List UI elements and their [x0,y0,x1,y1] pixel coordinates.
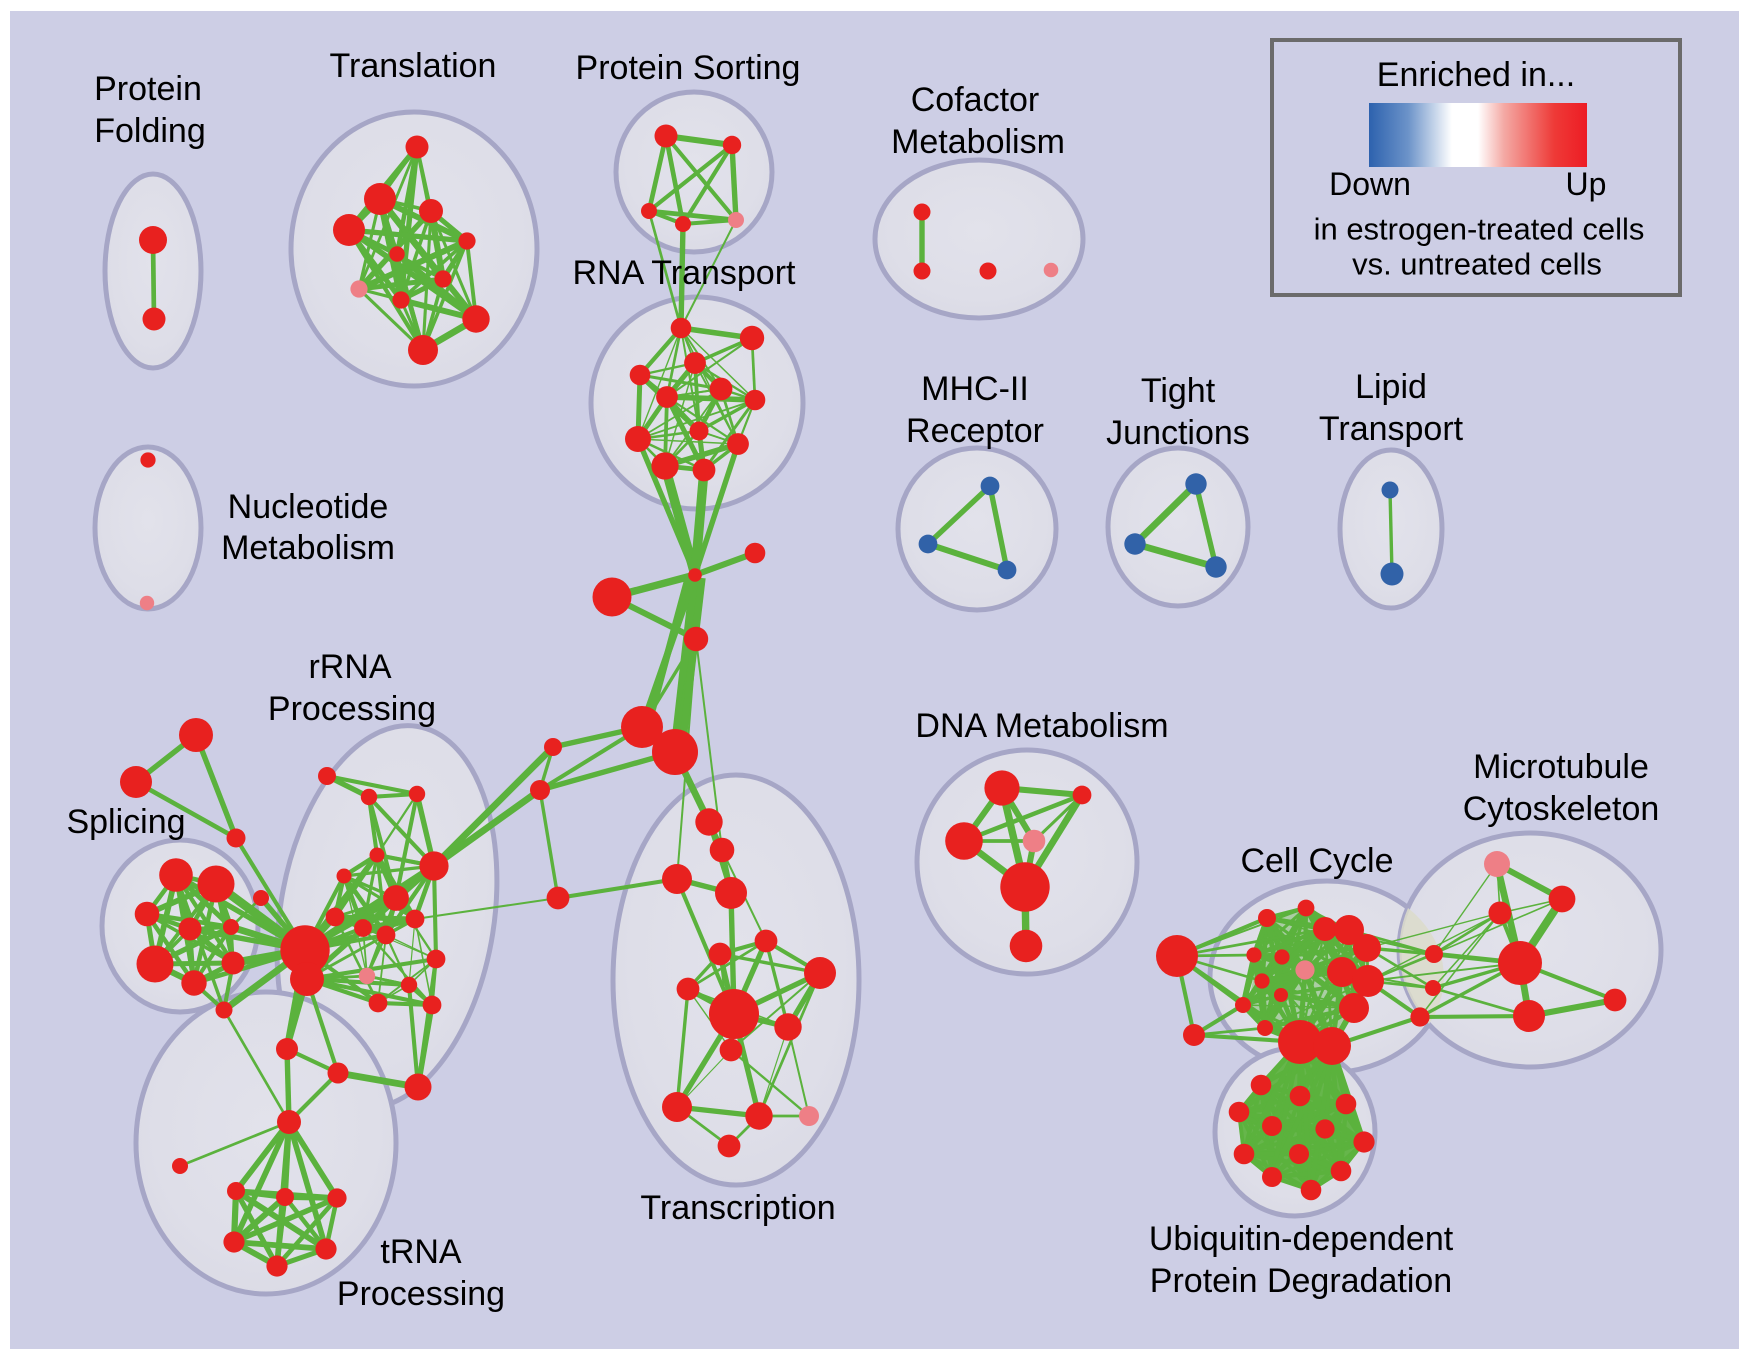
svg-text:Lipid: Lipid [1355,368,1427,406]
svg-text:Processing: Processing [268,690,436,728]
svg-text:Processing: Processing [337,1275,505,1313]
svg-text:Enriched in...: Enriched in... [1377,56,1575,94]
svg-text:tRNA: tRNA [380,1233,462,1271]
svg-text:Tight: Tight [1141,372,1216,410]
svg-text:Protein Degradation: Protein Degradation [1150,1262,1452,1300]
svg-text:Protein: Protein [94,70,202,108]
svg-text:Cofactor: Cofactor [911,81,1040,119]
svg-text:Up: Up [1566,166,1607,202]
svg-text:vs. untreated cells: vs. untreated cells [1352,247,1602,282]
svg-text:in estrogen-treated cells: in estrogen-treated cells [1314,212,1645,247]
svg-text:DNA Metabolism: DNA Metabolism [915,707,1168,745]
svg-text:Ubiquitin-dependent: Ubiquitin-dependent [1149,1220,1454,1258]
svg-text:Junctions: Junctions [1106,414,1250,452]
svg-text:MHC-II: MHC-II [921,370,1029,408]
svg-text:Cell Cycle: Cell Cycle [1240,842,1393,880]
svg-text:Metabolism: Metabolism [221,529,395,567]
svg-text:Down: Down [1329,166,1411,202]
svg-text:Transcription: Transcription [640,1189,835,1227]
svg-text:rRNA: rRNA [308,648,391,686]
svg-text:Cytoskeleton: Cytoskeleton [1463,790,1660,828]
svg-text:Metabolism: Metabolism [891,123,1065,161]
svg-text:Receptor: Receptor [906,412,1044,450]
svg-text:Transport: Transport [1319,410,1464,448]
svg-text:Microtubule: Microtubule [1473,748,1649,786]
svg-text:Splicing: Splicing [66,803,185,841]
svg-text:Protein Sorting: Protein Sorting [576,49,801,87]
svg-text:RNA Transport: RNA Transport [573,254,797,292]
svg-text:Translation: Translation [330,47,497,85]
svg-text:Folding: Folding [94,112,206,150]
svg-text:Nucleotide: Nucleotide [228,488,389,526]
